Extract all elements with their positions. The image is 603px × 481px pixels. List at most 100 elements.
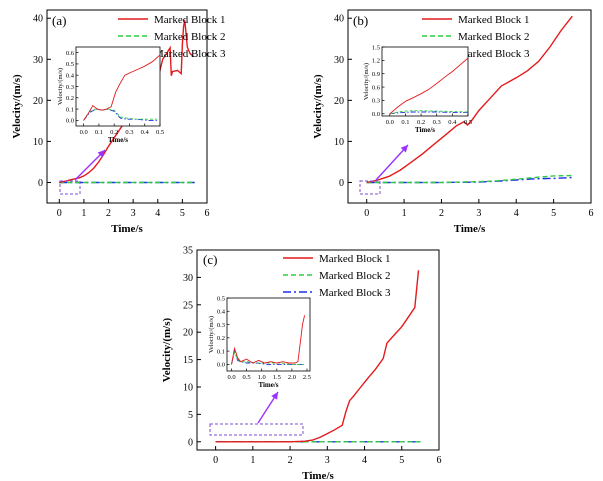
x-tick-label: 6 bbox=[589, 208, 594, 219]
inset-x-tick-label: 0.0 bbox=[386, 119, 394, 126]
zoom-arrow-shaft bbox=[375, 144, 409, 181]
x-tick-label: 4 bbox=[362, 455, 367, 466]
inset-y-tick-label: 0.1 bbox=[66, 106, 74, 113]
y-tick-label: 10 bbox=[33, 137, 43, 148]
panel-label: (b) bbox=[353, 13, 368, 28]
legend-label-1: Marked Block 1 bbox=[319, 253, 390, 265]
panel-c: 0 1 2 3 4 5 6 0 5 10 15 20 25 30 35 Time/s Velocity/(m/s… bbox=[161, 246, 442, 481]
inset-x-tick-label: 0.4 bbox=[141, 129, 150, 136]
series-line-1 bbox=[215, 270, 420, 443]
inset-series-line-3 bbox=[389, 111, 468, 115]
y-tick-label: 20 bbox=[33, 96, 43, 107]
inset-series-group bbox=[231, 315, 306, 365]
zoom-arrow bbox=[257, 391, 279, 424]
x-tick-label: 2 bbox=[439, 208, 444, 219]
inset-x-tick-label: 0.3 bbox=[433, 119, 441, 126]
zoom-arrow-head bbox=[271, 392, 278, 400]
series-line-2 bbox=[366, 174, 573, 184]
inset-x-tick-label: 2.0 bbox=[288, 374, 296, 381]
inset-y-tick-label: 0.1 bbox=[217, 348, 225, 355]
y-tick-label: 0 bbox=[38, 178, 43, 189]
x-tick-label: 1 bbox=[402, 208, 407, 219]
inset-series-group bbox=[83, 54, 160, 121]
y-tick-label: 40 bbox=[334, 14, 344, 25]
inset-series-line-2 bbox=[231, 351, 304, 365]
inset-series-line-1 bbox=[83, 54, 160, 121]
inset-y-tick-label: 0.5 bbox=[66, 61, 74, 68]
plot-frame bbox=[196, 249, 440, 451]
y-tick-label: 0 bbox=[339, 178, 344, 189]
inset-x-axis-label: Time/s bbox=[108, 136, 128, 144]
x-axis-label: Time/s bbox=[454, 223, 486, 235]
y-tick-label: 15 bbox=[183, 355, 193, 366]
legend-label-1: Marked Block 1 bbox=[458, 14, 529, 26]
legend-label-2: Marked Block 2 bbox=[154, 31, 225, 43]
inset-y-axis-label: Velocity/(m/s) bbox=[363, 63, 370, 100]
inset-y-tick-label: 0.4 bbox=[217, 309, 226, 316]
inset-y-tick-label: 0.9 bbox=[372, 71, 380, 78]
inset-series-line-1 bbox=[389, 57, 468, 115]
x-tick-label: 0 bbox=[364, 208, 369, 219]
series-line-3 bbox=[366, 176, 573, 184]
panel-a: 0 1 2 3 4 5 6 0 10 20 30 40 Time/s Velocity/(m/s) (a) M… bbox=[11, 9, 226, 235]
inset-y-axis-label: Velocity/(m/s) bbox=[57, 68, 64, 105]
legend-label-3: Marked Block 3 bbox=[319, 287, 391, 299]
inset-x-tick-label: 0.1 bbox=[401, 119, 409, 126]
x-tick-label: 5 bbox=[551, 208, 556, 219]
zoom-arrow-head bbox=[97, 150, 105, 158]
inset-y-tick-label: 1.5 bbox=[372, 44, 380, 51]
y-tick-label: 10 bbox=[334, 137, 344, 148]
y-tick-label: 35 bbox=[183, 246, 193, 257]
y-tick-label: 30 bbox=[334, 55, 344, 66]
x-tick-label: 3 bbox=[476, 208, 481, 219]
inset-x-tick-label: 0.5 bbox=[156, 129, 164, 136]
x-tick-label: 3 bbox=[325, 455, 330, 466]
inset-y-tick-label: 0.0 bbox=[372, 111, 380, 118]
zoom-arrow-shaft bbox=[74, 149, 106, 181]
legend-label-3: Marked Block 3 bbox=[458, 48, 530, 60]
inset-x-tick-label: 0.0 bbox=[227, 374, 235, 381]
x-tick-label: 2 bbox=[288, 455, 293, 466]
inset-y-tick-label: 0.0 bbox=[217, 362, 225, 369]
inset-x-tick-label: 0.0 bbox=[80, 129, 88, 136]
plot-frame bbox=[347, 9, 592, 204]
inset-y-tick-label: 0.2 bbox=[66, 95, 74, 102]
x-tick-label: 4 bbox=[514, 208, 519, 219]
inset-y-tick-label: 0.3 bbox=[372, 98, 380, 105]
legend-label-3: Marked Block 3 bbox=[154, 48, 226, 60]
inset-y-tick-label: 1.2 bbox=[372, 58, 380, 65]
inset-x-tick-label: 0.5 bbox=[243, 374, 251, 381]
legend: Marked Block 1 Marked Block 2 Marked Block… bbox=[118, 14, 226, 60]
inset-y-tick-label: 0.6 bbox=[372, 84, 381, 91]
x-tick-label: 0 bbox=[57, 208, 62, 219]
x-tick-label: 2 bbox=[106, 208, 111, 219]
x-tick-label: 0 bbox=[213, 455, 218, 466]
series-group bbox=[366, 15, 573, 184]
x-axis-label: Time/s bbox=[111, 223, 143, 235]
y-tick-label: 30 bbox=[183, 273, 193, 284]
inset-y-tick-label: 0.4 bbox=[66, 73, 75, 80]
inset-y-tick-label: 0.3 bbox=[66, 84, 74, 91]
panel-b: 0 1 2 3 4 5 6 0 10 20 30 40 Time/s Velocity/(m/s) (b) M… bbox=[312, 9, 594, 235]
x-tick-label: 6 bbox=[205, 208, 210, 219]
inset-chart: 0.0 0.1 0.2 0.3 0.4 0.5 0.0 0.3 0.6 0.9 1.2 1.5 Time… bbox=[363, 44, 472, 134]
zoom-region-box bbox=[59, 180, 81, 195]
inset-series-line-2 bbox=[389, 110, 468, 115]
x-axis-label: Time/s bbox=[302, 470, 334, 481]
x-tick-label: 5 bbox=[180, 208, 185, 219]
legend-label-2: Marked Block 2 bbox=[319, 270, 390, 282]
inset-x-axis-label: Time/s bbox=[258, 381, 278, 389]
legend-label-2: Marked Block 2 bbox=[458, 31, 529, 43]
inset-x-tick-label: 0.4 bbox=[448, 119, 457, 126]
zoom-region-box bbox=[359, 180, 381, 195]
x-tick-label: 4 bbox=[155, 208, 160, 219]
zoom-arrow bbox=[74, 149, 106, 181]
inset-x-tick-label: 0.5 bbox=[464, 119, 472, 126]
inset-chart: 0.0 0.5 1.0 1.5 2.0 2.5 0.0 0.1 0.2 0.3 0.4 0.5 Time… bbox=[208, 295, 311, 389]
inset-y-tick-label: 0.5 bbox=[217, 295, 225, 302]
y-tick-label: 5 bbox=[188, 410, 193, 421]
legend: Marked Block 1 Marked Block 2 Marked Block… bbox=[283, 253, 391, 299]
inset-y-tick-label: 0.0 bbox=[66, 118, 74, 125]
inset-x-tick-label: 0.2 bbox=[110, 129, 118, 136]
